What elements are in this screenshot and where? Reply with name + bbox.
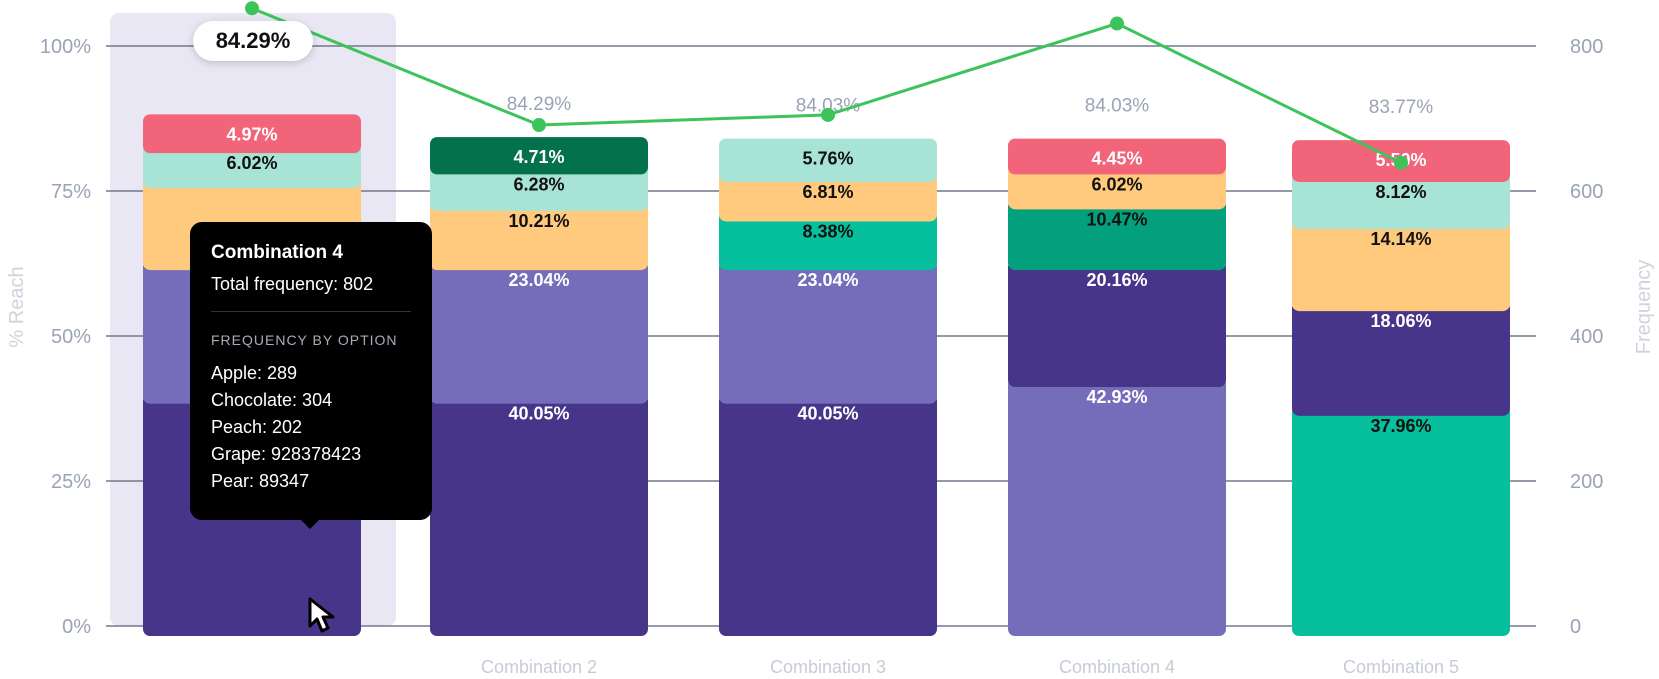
bar-segment[interactable] [430,164,648,211]
y-left-tick: 100% [40,36,91,58]
frequency-line [245,1,1408,170]
tooltip-divider [211,311,411,312]
bar-segment[interactable] [430,137,648,175]
mouse-pointer-icon [308,597,335,633]
bar-segment[interactable] [1292,405,1510,636]
segment-label: 23.04% [508,270,569,290]
tooltip-section-label: FREQUENCY BY OPTION [211,332,398,348]
reach-labels: 84.29% 84.03% 84.03% 83.77% [507,94,1434,118]
tooltip-item: Apple: 289 [211,363,298,383]
segment-label: 18.06% [1370,311,1431,331]
y-right-tick: 600 [1570,181,1603,203]
tooltip-total: Total frequency: 802 [211,274,374,294]
segment-label: 10.47% [1086,209,1147,229]
category-label: Combination 4 [1059,657,1175,677]
segment-label: 8.12% [1375,182,1426,202]
category-label: Combination 2 [481,657,597,677]
segment-label: 8.38% [802,221,853,241]
bar-segment[interactable] [143,114,361,154]
segment-label: 6.02% [1091,174,1142,194]
segment-label: 4.97% [226,124,277,144]
segment-label: 4.45% [1091,149,1142,169]
segment-label: 4.71% [513,147,564,167]
segment-label: 42.93% [1086,387,1147,407]
reach-value-badge: 84.29% [193,21,313,61]
tooltip: Combination 4 Total frequency: 802 FREQU… [190,222,432,520]
segment-label: 14.14% [1370,229,1431,249]
tooltip-item: Chocolate: 304 [211,390,333,410]
tooltip-item: Pear: 89347 [211,471,310,491]
segment-label: 20.16% [1086,270,1147,290]
right-axis-ticks: 0 200 400 600 800 [1570,36,1603,638]
tooltip-title: Combination 4 [211,242,343,263]
left-axis-ticks: 0% 25% 50% 75% 100% [40,36,91,638]
y-right-tick: 400 [1570,326,1603,348]
bar-segment[interactable] [1008,199,1226,271]
bar-segment[interactable] [1008,377,1226,636]
segment-label: 40.05% [508,404,569,424]
y-right-tick: 800 [1570,36,1603,58]
bar-stack[interactable]: 40.05% 23.04% 8.38% 6.81% 5.76% [719,138,937,636]
bar-segment[interactable] [1292,301,1510,416]
bar-stack[interactable]: 42.93% 20.16% 10.47% 6.02% 4.45% [1008,138,1226,636]
segment-label: 40.05% [797,404,858,424]
bar-segment[interactable] [1292,219,1510,312]
frequency-point[interactable] [245,1,259,16]
y-left-tick: 0% [62,616,91,638]
reach-label: 84.03% [1085,96,1150,117]
category-label: Combination 5 [1343,657,1459,677]
segment-label: 6.81% [802,182,853,202]
category-labels: Combination 2 Combination 3 Combination 4 C… [481,657,1459,677]
segment-label: 23.04% [797,270,858,290]
bar-segment[interactable] [143,143,361,189]
bar-stack[interactable]: 40.05% 23.04% 10.21% 6.28% 4.71% [430,137,648,636]
right-axis-title: Frequency [1633,260,1655,355]
segment-label: 6.02% [226,153,277,173]
y-left-tick: 25% [51,471,91,493]
y-left-tick: 50% [51,326,91,348]
bar-segment[interactable] [719,211,937,271]
bar-segment[interactable] [1008,138,1226,175]
frequency-point[interactable] [1394,155,1408,170]
reach-label: 83.77% [1369,97,1434,118]
bar-segment[interactable] [1292,171,1510,230]
segment-label: 5.76% [802,149,853,169]
y-left-tick: 75% [51,181,91,203]
y-right-tick: 0 [1570,616,1581,638]
bar-segment[interactable] [719,260,937,404]
tooltip-item: Peach: 202 [211,417,303,437]
tooltip-arrow [299,518,321,529]
bar-segment[interactable] [430,200,648,271]
bar-segment[interactable] [719,171,937,222]
bar-segment[interactable] [1008,260,1226,388]
y-right-tick: 200 [1570,471,1603,493]
reach-label: 84.29% [507,94,572,115]
frequency-point[interactable] [821,107,835,122]
segment-label: 10.21% [508,211,569,231]
segment-label: 6.28% [513,174,564,194]
bar-segment[interactable] [719,138,937,182]
frequency-point[interactable] [1110,16,1124,31]
segment-label: 37.96% [1370,416,1431,436]
bar-segment[interactable] [430,260,648,404]
left-axis-title: % Reach [6,266,28,347]
bar-segment[interactable] [719,393,937,636]
bar-segment[interactable] [430,393,648,636]
category-label: Combination 3 [770,657,886,677]
tooltip-item: Grape: 928378423 [211,444,362,464]
bar-stack[interactable]: 37.96%18.06%14.14%8.12%5.50% [1292,140,1510,636]
frequency-point[interactable] [532,118,546,133]
bar-segment[interactable] [1008,164,1226,210]
